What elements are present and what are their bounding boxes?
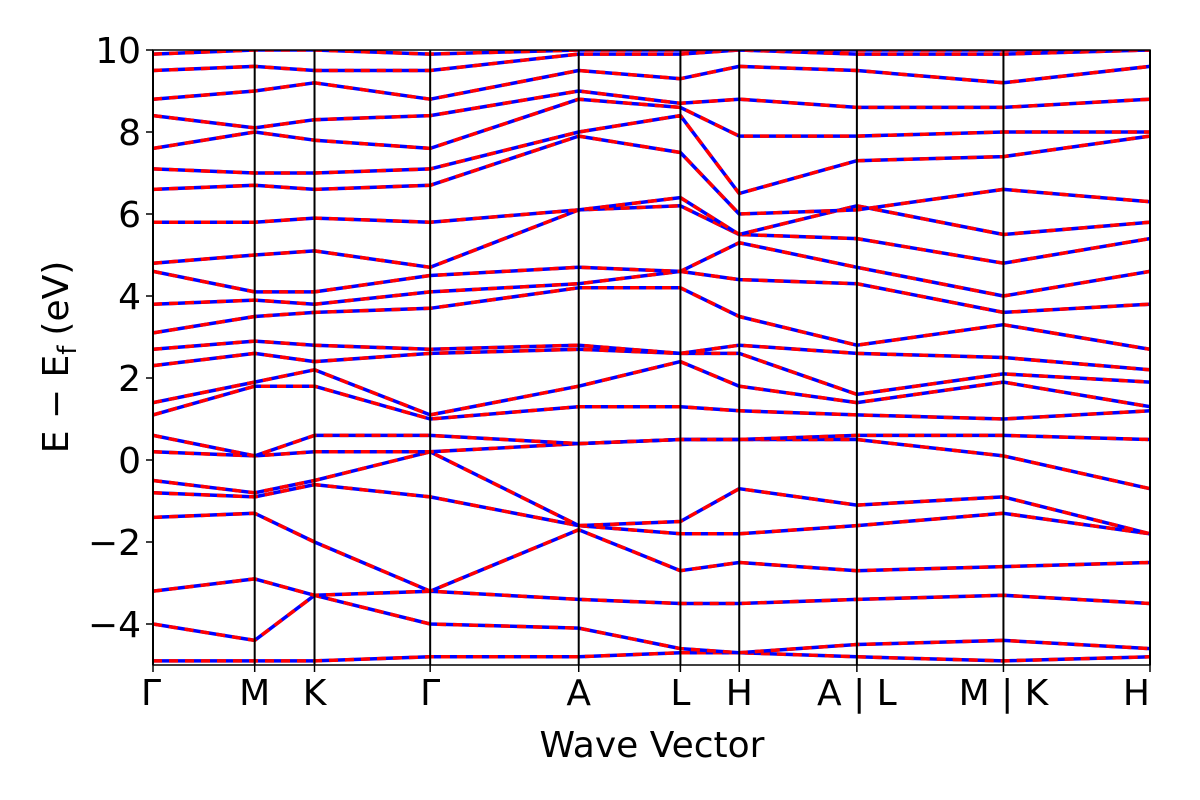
band-solid bbox=[153, 384, 1150, 421]
band-dashed bbox=[153, 339, 1150, 372]
y-axis-label: E − Ef (eV) bbox=[36, 261, 83, 454]
plot-frame bbox=[152, 49, 1151, 666]
band-dashed bbox=[153, 450, 1150, 536]
x-axis-label: Wave Vector bbox=[540, 725, 765, 766]
y-label-main: E − E bbox=[36, 355, 77, 454]
x-tick-label: A | L bbox=[817, 673, 897, 714]
y-tick-label: 2 bbox=[118, 359, 141, 400]
band-dashed bbox=[153, 347, 1150, 397]
x-tick-label: Γ bbox=[420, 673, 440, 714]
x-tick-label: K bbox=[303, 673, 328, 714]
band-dashed bbox=[153, 113, 1150, 196]
band-solid bbox=[153, 113, 1150, 196]
bands bbox=[153, 50, 1150, 663]
band-dashed bbox=[153, 195, 1150, 237]
x-tick-label: L bbox=[670, 673, 690, 714]
band-dashed bbox=[153, 359, 1150, 417]
band-dashed bbox=[153, 240, 1150, 298]
band-dashed bbox=[153, 650, 1150, 663]
band-dashed bbox=[153, 97, 1150, 151]
x-tick-label: H bbox=[726, 673, 753, 714]
band-solid bbox=[153, 482, 1150, 536]
band-dashed bbox=[153, 286, 1150, 352]
band-dashed bbox=[153, 511, 1150, 593]
band-solid bbox=[153, 204, 1150, 270]
x-tick-label: M bbox=[239, 673, 270, 714]
x-tick-label: Γ bbox=[141, 673, 161, 714]
y-label-sub: f bbox=[53, 345, 83, 355]
y-tick-label: 4 bbox=[118, 277, 141, 318]
y-tick-label: 6 bbox=[118, 195, 141, 236]
y-tick-label: 0 bbox=[118, 441, 141, 482]
band-dashed bbox=[153, 482, 1150, 536]
band-dashed bbox=[153, 593, 1150, 655]
y-tick-label: −4 bbox=[88, 605, 141, 646]
band-dashed bbox=[153, 204, 1150, 270]
band-dashed bbox=[153, 269, 1150, 315]
y-tick-label: 10 bbox=[95, 31, 141, 72]
band-solid bbox=[153, 450, 1150, 536]
x-tick-label: A bbox=[566, 673, 591, 714]
band-dashed bbox=[153, 577, 1150, 606]
band-dashed bbox=[153, 433, 1150, 458]
band-dashed bbox=[153, 437, 1150, 491]
y-tick-label: 8 bbox=[118, 113, 141, 154]
x-tick-label: M | K bbox=[959, 673, 1050, 714]
band-dashed bbox=[153, 50, 1150, 73]
y-label-unit: (eV) bbox=[36, 261, 77, 336]
band-dashed bbox=[153, 64, 1150, 101]
x-tick-label: H bbox=[1123, 673, 1150, 714]
band-dashed bbox=[153, 89, 1150, 130]
band-dashed bbox=[153, 384, 1150, 421]
y-tick-label: −2 bbox=[88, 523, 141, 564]
band-solid bbox=[153, 511, 1150, 593]
band-solid bbox=[153, 195, 1150, 237]
band-dashed bbox=[153, 134, 1150, 216]
